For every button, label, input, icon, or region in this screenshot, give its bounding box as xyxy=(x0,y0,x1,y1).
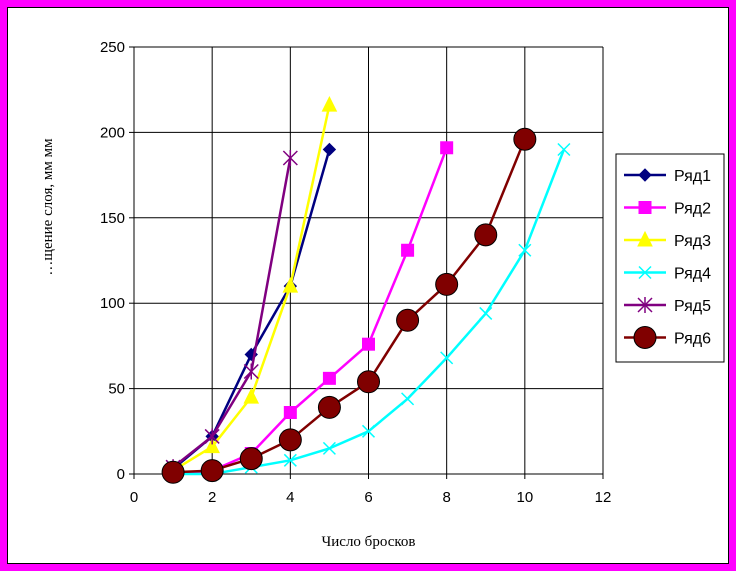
y-tick-label: 0 xyxy=(117,466,125,483)
x-tick-label: 6 xyxy=(364,489,372,506)
x-axis-label: Число бросков xyxy=(322,534,416,550)
legend-marker xyxy=(638,265,652,280)
data-point xyxy=(317,395,341,419)
data-point xyxy=(200,459,224,483)
series-3 xyxy=(165,95,338,478)
y-tick-label: 150 xyxy=(100,210,125,227)
data-point xyxy=(396,308,420,332)
data-point xyxy=(435,272,459,296)
data-point xyxy=(243,388,260,404)
legend-item: Ряд1 xyxy=(624,168,711,185)
legend: Ряд1 Ряд2 Ряд3 Ряд4 Ряд5 Ряд6 xyxy=(615,153,725,363)
data-point xyxy=(357,370,380,394)
legend-label: Ряд1 xyxy=(674,168,711,185)
grid-lines xyxy=(134,46,604,474)
x-tick-label: 0 xyxy=(130,489,138,506)
data-point xyxy=(282,150,298,167)
data-point xyxy=(513,127,537,151)
legend-label: Ряд4 xyxy=(674,266,711,283)
legend-label: Ряд2 xyxy=(674,201,711,218)
data-point xyxy=(204,437,220,454)
data-point xyxy=(322,142,337,157)
series-line xyxy=(172,157,292,469)
legend-label: Ряд5 xyxy=(674,298,711,315)
data-point xyxy=(278,428,302,452)
chart-frame: 0 50 100 150 200 250 0 2 4 6 8 10 12 Число бросков …… xyxy=(7,7,729,564)
x-tick-label: 4 xyxy=(286,489,294,506)
line-chart: 0 50 100 150 200 250 0 2 4 6 8 10 12 Число бросков …… xyxy=(40,39,725,550)
data-point xyxy=(322,441,336,455)
series-6 xyxy=(161,127,537,484)
data-point xyxy=(518,243,532,257)
data-point xyxy=(479,306,493,320)
legend-marker xyxy=(638,168,652,182)
data-point xyxy=(282,277,299,293)
data-point xyxy=(474,223,498,247)
x-tick-label: 12 xyxy=(595,489,612,506)
data-point xyxy=(401,392,415,406)
legend-marker xyxy=(638,201,652,214)
legend-item: Ряд3 xyxy=(624,230,711,250)
series-line xyxy=(172,149,331,470)
series-line xyxy=(173,138,526,474)
legend-item: Ряд5 xyxy=(624,297,711,315)
series-line xyxy=(172,104,331,472)
legend-item: Ряд2 xyxy=(624,201,711,218)
legend-item: Ряд6 xyxy=(624,326,711,349)
data-point xyxy=(440,141,454,155)
x-tick-label: 2 xyxy=(208,489,216,506)
data-point xyxy=(322,371,336,385)
data-point xyxy=(361,424,376,438)
data-point xyxy=(362,337,375,351)
legend-marker xyxy=(637,230,653,247)
y-tick-label: 250 xyxy=(100,39,125,56)
y-tick-label: 50 xyxy=(108,381,125,398)
data-point xyxy=(557,142,571,157)
data-point xyxy=(204,428,220,445)
axes xyxy=(129,46,604,479)
data-point xyxy=(401,243,415,257)
series-layer xyxy=(161,95,571,484)
tick-labels: 0 50 100 150 200 250 0 2 4 6 8 10 12 xyxy=(100,39,611,506)
data-point xyxy=(161,460,185,484)
legend-marker xyxy=(637,297,653,313)
legend-marker xyxy=(633,326,657,349)
x-tick-label: 10 xyxy=(516,489,533,506)
x-tick-label: 8 xyxy=(442,489,450,506)
data-point xyxy=(243,363,259,380)
legend-box xyxy=(615,153,725,363)
legend-label: Ряд3 xyxy=(674,233,711,250)
data-point xyxy=(283,406,297,420)
y-tick-label: 200 xyxy=(100,124,125,141)
data-point xyxy=(239,447,263,471)
data-point xyxy=(440,351,454,365)
y-tick-label: 100 xyxy=(100,295,125,312)
legend-label: Ряд6 xyxy=(674,331,711,348)
y-axis-label: …щение слоя, мм мм xyxy=(40,138,56,276)
data-point xyxy=(321,95,338,112)
data-point xyxy=(283,453,297,467)
legend-item: Ряд4 xyxy=(624,266,711,283)
